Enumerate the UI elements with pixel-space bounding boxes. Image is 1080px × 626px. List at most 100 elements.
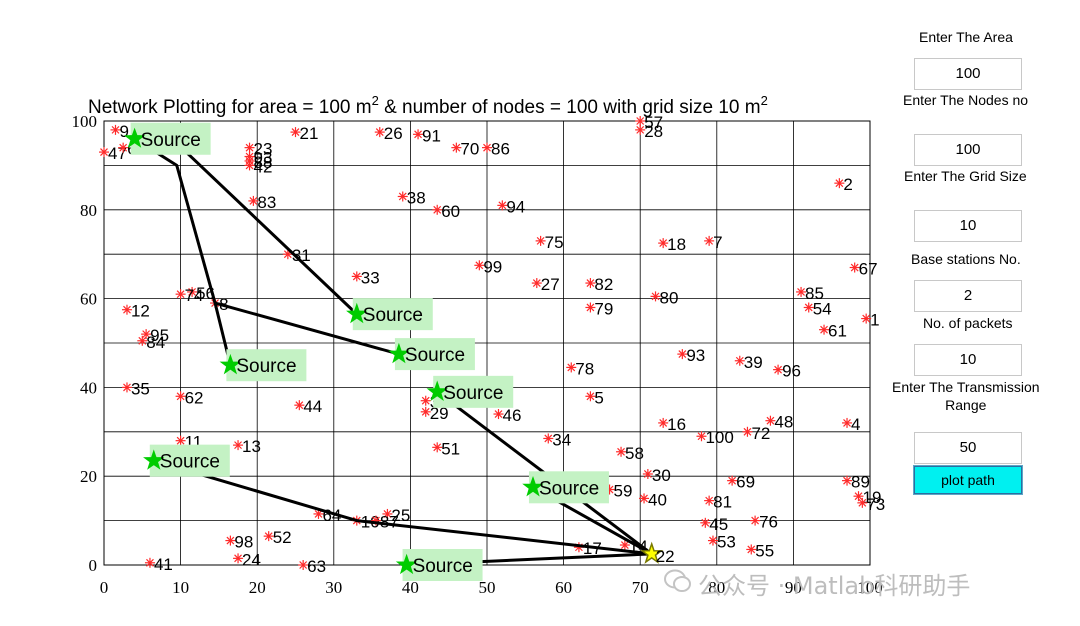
- range-input[interactable]: 50: [914, 432, 1022, 464]
- source-label-box: [149, 444, 230, 477]
- source-star-icon: [522, 476, 544, 497]
- node-marker: [585, 302, 596, 313]
- node-label: 58: [625, 444, 644, 463]
- plot-area-border: [103, 120, 871, 566]
- node-marker: [141, 329, 152, 340]
- source-star-icon: [346, 302, 368, 324]
- node-label: 95: [150, 326, 169, 345]
- node-marker: [413, 129, 424, 140]
- destination-node: 22: [640, 541, 675, 566]
- node-label: 72: [751, 424, 770, 443]
- x-tick-label: 40: [402, 578, 419, 597]
- node-marker: [707, 535, 718, 546]
- source-star-icon: [395, 553, 418, 575]
- node-label: 21: [300, 124, 319, 143]
- route-line: [214, 301, 400, 356]
- node-label: 44: [303, 397, 322, 416]
- source-label: Source: [413, 556, 473, 577]
- node-marker: [849, 262, 860, 273]
- node-label: 87: [380, 513, 399, 532]
- node-label: 79: [594, 299, 613, 318]
- node-label: 41: [154, 555, 173, 574]
- node-marker: [585, 278, 596, 289]
- y-tick-label: 60: [80, 290, 97, 309]
- title-part-2: & number of nodes = 100 with grid size 1…: [379, 97, 761, 118]
- node-marker: [658, 238, 669, 249]
- node-marker: [650, 291, 661, 302]
- source-label: Source: [363, 305, 423, 326]
- node-marker: [110, 124, 121, 135]
- node-marker: [493, 409, 504, 420]
- node-marker: [796, 286, 807, 297]
- x-tick-label: 60: [555, 578, 572, 597]
- node-label: 74: [185, 286, 204, 305]
- y-tick-label: 100: [72, 112, 98, 131]
- node-marker: [734, 355, 745, 366]
- node-label: 16: [667, 415, 686, 434]
- title-part-1: Network Plotting for area = 100 m: [88, 97, 372, 118]
- node-marker: [742, 426, 753, 437]
- node-label: 93: [254, 149, 273, 168]
- watermark-text: 公众号 · Matlab科研助手: [698, 572, 971, 600]
- node-marker: [374, 127, 385, 138]
- node-label: 24: [242, 550, 261, 569]
- node-label: 18: [667, 235, 686, 254]
- source-label: Source: [160, 452, 220, 473]
- node-label: 4: [851, 415, 860, 434]
- source-label-box: [352, 298, 433, 331]
- source-label-box: [433, 375, 514, 408]
- node-label: 29: [430, 404, 449, 423]
- grid-size-label: Enter The Grid Size: [904, 168, 1027, 184]
- node-marker: [313, 508, 324, 519]
- base-stations-input[interactable]: 2: [914, 280, 1022, 312]
- x-tick-label: 50: [479, 578, 496, 597]
- node-label: 67: [859, 260, 878, 279]
- source-label: Source: [539, 478, 599, 499]
- node-label: 81: [713, 493, 732, 512]
- node-label: 25: [391, 506, 410, 525]
- node-label: 12: [131, 302, 150, 321]
- nodes-input[interactable]: 100: [914, 134, 1022, 166]
- node-marker: [658, 417, 669, 428]
- node-marker: [175, 289, 186, 300]
- area-label: Enter The Area: [919, 29, 1013, 45]
- node-label: 100: [705, 428, 733, 447]
- packets-input[interactable]: 10: [914, 344, 1022, 376]
- node-label: 63: [307, 557, 326, 576]
- node-label: 30: [652, 466, 671, 485]
- node-marker: [233, 553, 244, 564]
- node-label: 76: [759, 513, 778, 532]
- node-marker: [704, 235, 715, 246]
- base-stations-label: Base stations No.: [911, 251, 1021, 267]
- node-marker: [294, 400, 305, 411]
- node-marker: [750, 515, 761, 526]
- destination-star-icon: [640, 541, 664, 564]
- node-marker: [585, 391, 596, 402]
- node-marker: [137, 335, 148, 346]
- node-label: 40: [648, 490, 667, 509]
- node-label: 5: [594, 388, 603, 407]
- plot-path-button[interactable]: plot path: [913, 465, 1023, 495]
- area-input[interactable]: 100: [914, 58, 1022, 90]
- source-label: Source: [443, 383, 503, 404]
- node-label: 38: [407, 188, 426, 207]
- node-label: 70: [460, 140, 479, 159]
- grid-size-input[interactable]: 10: [914, 210, 1022, 242]
- destination-label: 22: [656, 547, 675, 566]
- node-label: 69: [736, 473, 755, 492]
- source-label: Source: [405, 345, 465, 366]
- node-label: 51: [441, 439, 460, 458]
- route-line: [153, 459, 652, 556]
- title-sup-2: 2: [761, 93, 768, 108]
- node-label: 83: [257, 193, 276, 212]
- y-tick-label: 40: [80, 378, 97, 397]
- node-marker: [233, 440, 244, 451]
- chart-title: Network Plotting for area = 100 m 2 & num…: [88, 93, 768, 118]
- node-marker: [857, 497, 868, 508]
- node-marker: [619, 540, 630, 551]
- y-tick-label: 20: [80, 467, 97, 486]
- node-marker: [765, 415, 776, 426]
- node-label: 39: [744, 353, 763, 372]
- source-label-box: [130, 122, 211, 155]
- node-marker: [121, 304, 132, 315]
